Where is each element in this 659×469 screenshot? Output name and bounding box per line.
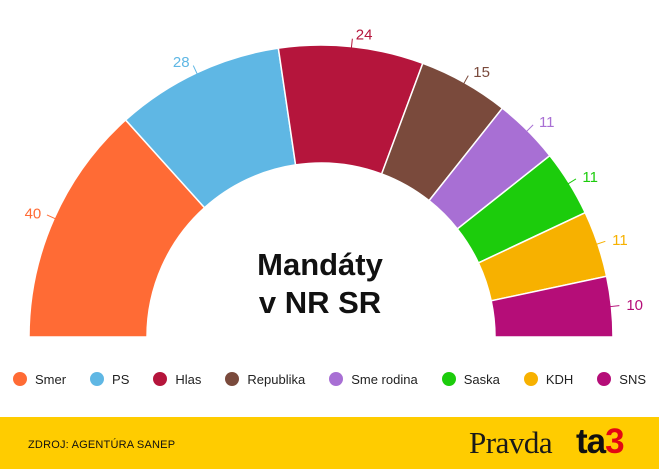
legend-label: Smer	[34, 371, 67, 387]
seat-count-sme-rodina: 11	[539, 114, 555, 131]
seat-count-republika: 15	[473, 64, 490, 81]
label-leader-ps	[192, 65, 198, 75]
legend-item-republika: Republika	[225, 372, 305, 387]
legend-item-hlas: Hlas	[153, 372, 201, 387]
label-leader-hlas	[350, 38, 353, 49]
legend-item-kdh: KDH	[523, 371, 574, 387]
seat-count-hlas: 24	[356, 27, 373, 44]
legend-swatch	[597, 372, 612, 386]
legend-swatch	[523, 372, 538, 386]
legend-label: PS	[112, 371, 130, 387]
parliament-chart: 40 28 24 15 11 11 11 10 Mandáty v NR SR	[25, 27, 643, 338]
label-leader-saska	[567, 178, 577, 185]
seat-arc-sns	[490, 275, 614, 338]
source-note: ZDROJ: AGENTÚRA SANEP	[28, 439, 176, 451]
legend-label: Republika	[247, 371, 306, 387]
legend-item-ps: PS	[90, 372, 129, 387]
legend-swatch	[12, 372, 27, 386]
label-leader-kdh	[595, 240, 606, 245]
seat-count-ps: 28	[173, 54, 190, 71]
legend-label: Saska	[463, 371, 500, 387]
legend-swatch	[225, 372, 240, 386]
legend-label: KDH	[545, 371, 574, 387]
label-leader-republika	[462, 75, 469, 85]
pravda-logo: Pravda	[469, 425, 553, 460]
legend-item-sns: SNS	[597, 372, 646, 387]
ta3-logo-suffix: 3	[605, 422, 624, 461]
footer-bar: ZDROJ: AGENTÚRA SANEP Pravda ta3	[0, 417, 659, 469]
chart-legend: Smer PS Hlas Republika Sme rodina Saska KDH SNS	[0, 363, 659, 395]
label-leader-sns	[609, 305, 620, 308]
chart-title-line-2: v NR SR	[259, 285, 381, 320]
legend-label: SNS	[619, 371, 647, 387]
label-leader-smer	[46, 214, 57, 220]
seat-count-sns: 10	[626, 297, 643, 314]
seat-count-saska: 11	[582, 169, 598, 186]
legend-item-smer: Smer	[12, 371, 67, 387]
chart-title-line-1: Mandáty	[257, 247, 384, 282]
seat-arcs	[28, 44, 614, 338]
seat-labels: 40 28 24 15 11 11 11 10	[25, 27, 643, 315]
label-leader-sme-rodina	[525, 124, 534, 133]
seat-count-smer: 40	[25, 205, 42, 222]
legend-label: Hlas	[175, 371, 202, 387]
legend-item-sme-rodina: Sme rodina	[329, 371, 418, 387]
ta3-logo: ta3	[576, 422, 625, 462]
legend-label: Sme rodina	[351, 371, 418, 387]
seat-count-kdh: 11	[612, 232, 628, 249]
legend-item-saska: Saska	[441, 371, 500, 387]
legend-swatch	[441, 372, 456, 386]
legend-swatch	[90, 372, 105, 386]
legend-swatch	[329, 372, 344, 386]
legend-swatch	[153, 372, 168, 386]
ta3-logo-prefix: ta	[576, 422, 606, 461]
